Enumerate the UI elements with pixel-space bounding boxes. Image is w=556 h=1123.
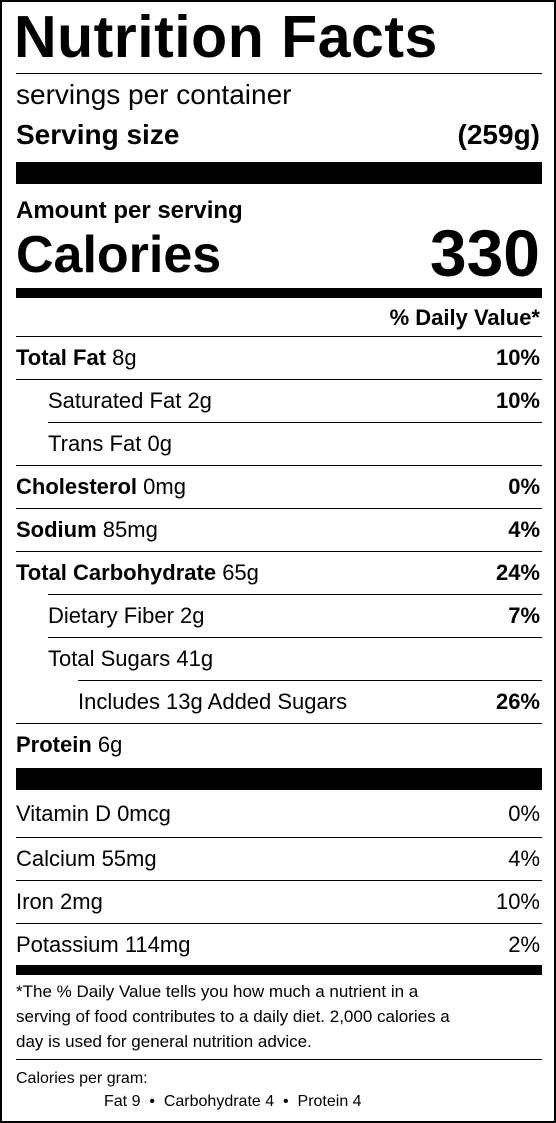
calories-per-gram-label: Calories per gram: (16, 1070, 148, 1087)
row-total-carbohydrate: Total Carbohydrate 65g (16, 555, 259, 591)
row-total-sugars: Total Sugars 41g (48, 641, 213, 677)
nutrient-name: Protein (16, 732, 92, 757)
servings-per-container: servings per container (16, 79, 292, 110)
row-calcium: Calcium 55mg (16, 846, 157, 871)
row-divider (48, 594, 542, 595)
nutrient-name: Total Sugars (48, 646, 171, 671)
serving-size-value: (259g) (457, 119, 540, 150)
dv-potassium: 2% (508, 932, 540, 957)
footnote-line-3: day is used for general nutrition advice… (16, 1032, 312, 1051)
footnote-divider (16, 1059, 542, 1060)
nutrient-name: Sodium (16, 517, 97, 542)
row-protein: Protein 6g (16, 727, 122, 763)
row-divider (16, 723, 542, 724)
row-divider (16, 837, 542, 838)
footnote-line-1: *The % Daily Value tells you how much a … (16, 982, 419, 1001)
dv-iron: 10% (495, 889, 540, 914)
footnote-line-2: serving of food contributes to a daily d… (16, 1007, 450, 1026)
nutrient-amount: 2g (180, 603, 205, 628)
nutrient-name: Dietary Fiber (48, 603, 174, 628)
label-title: Nutrition Facts (14, 4, 438, 70)
nutrient-amount: 65g (222, 560, 259, 585)
nutrient-amount: 2g (187, 388, 212, 413)
nutrient-amount: 0mg (143, 474, 186, 499)
serving-size-label: Serving size (16, 119, 180, 150)
nutrient-amount: 8g (112, 345, 137, 370)
row-cholesterol: Cholesterol 0mg (16, 469, 186, 505)
nutrient-amount: 41g (176, 646, 214, 671)
dv-added-sugars: 26% (495, 689, 540, 714)
daily-value-header: % Daily Value* (389, 305, 540, 330)
dv-vitamin-d: 0% (508, 801, 540, 826)
dv-calcium: 4% (508, 846, 540, 871)
row-potassium: Potassium 114mg (16, 932, 191, 957)
row-dietary-fiber: Dietary Fiber 2g (48, 598, 205, 634)
thick-divider-top (16, 162, 542, 184)
row-divider (16, 379, 542, 380)
calories-per-gram-values: Fat 9 • Carbohydrate 4 • Protein 4 (104, 1093, 362, 1110)
row-added-sugars: Includes 13g Added Sugars (78, 689, 348, 714)
row-vitamin-d: Vitamin D 0mcg (16, 801, 171, 826)
nutrient-amount: 0g (147, 431, 172, 456)
nutrient-name: Total Carbohydrate (16, 560, 217, 585)
medium-divider-footnote (16, 965, 542, 975)
amount-per-serving: Amount per serving (16, 197, 243, 224)
nutrient-amount: 85mg (102, 517, 158, 542)
nutrient-name: Cholesterol (16, 474, 138, 499)
row-divider (48, 422, 542, 423)
dv-total-fat: 10% (495, 345, 540, 370)
thick-divider-vitamins (16, 768, 542, 790)
row-sodium: Sodium 85mg (16, 512, 158, 548)
title-divider (16, 73, 542, 74)
row-divider (16, 508, 542, 509)
calories-label: Calories (16, 226, 222, 284)
row-saturated-fat: Saturated Fat 2g (48, 383, 212, 419)
row-trans-fat: Trans Fat 0g (48, 426, 172, 462)
dv-total-carbohydrate: 24% (495, 560, 540, 585)
row-divider (48, 637, 542, 638)
dv-saturated-fat: 10% (495, 388, 540, 413)
row-divider (16, 880, 542, 881)
row-divider (16, 551, 542, 552)
calories-value: 330 (429, 216, 540, 290)
dv-sodium: 4% (508, 517, 540, 542)
row-total-fat: Total Fat 8g (16, 340, 137, 376)
nutrient-name: Trans Fat (48, 431, 142, 456)
row-divider (16, 465, 542, 466)
row-divider (16, 923, 542, 924)
nutrient-amount: 6g (97, 732, 123, 757)
row-iron: Iron 2mg (16, 889, 103, 914)
dv-cholesterol: 0% (508, 474, 540, 499)
dv-dietary-fiber: 7% (508, 603, 540, 628)
row-divider (78, 680, 542, 681)
nutrient-name: Total Fat (16, 345, 107, 370)
medium-divider-calories (16, 288, 542, 298)
nutrient-name: Saturated Fat (48, 388, 182, 413)
daily-value-divider (16, 336, 542, 337)
